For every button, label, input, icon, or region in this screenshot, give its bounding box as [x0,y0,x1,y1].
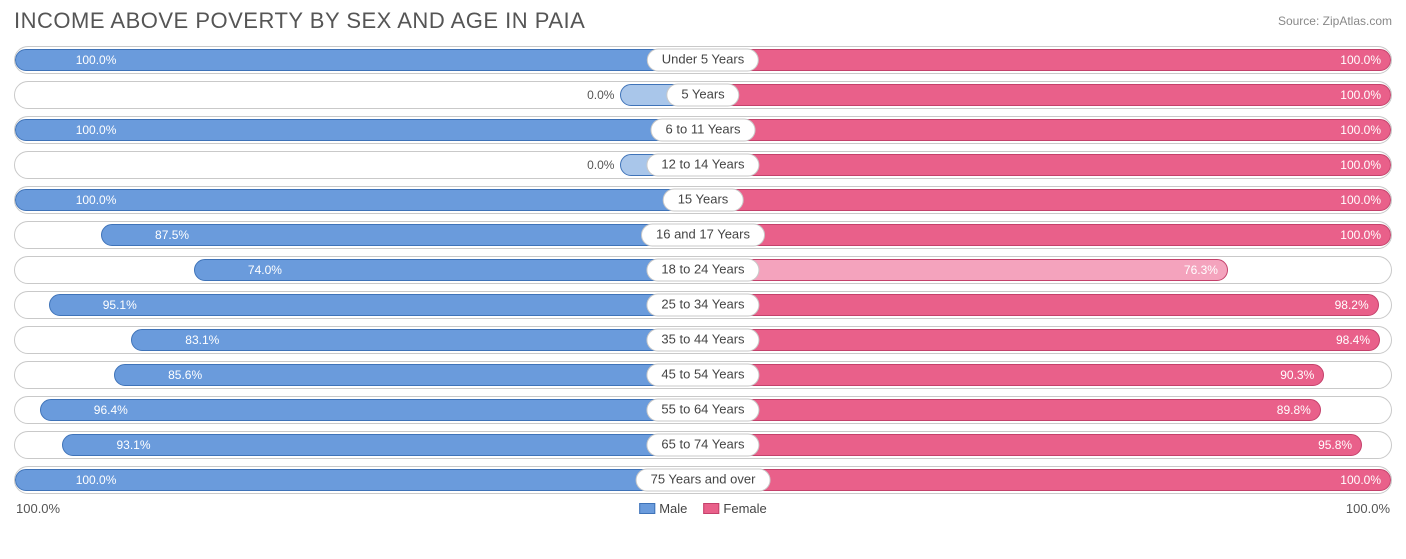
female-value-label: 95.8% [1318,438,1362,452]
female-bar [703,434,1362,456]
diverging-bar-chart: 100.0% 100.0% Under 5 Years 0.0% 100.0% 5 Yea… [14,46,1392,494]
male-value-label: 83.1% [175,333,219,347]
female-value-label: 100.0% [1340,53,1391,67]
female-value-label: 100.0% [1340,158,1391,172]
bar-row: 100.0% 100.0% 15 Years [14,186,1392,214]
bar-row: 83.1% 98.4% 35 to 44 Years [14,326,1392,354]
female-bar [703,259,1228,281]
age-group-label: 55 to 64 Years [646,399,759,422]
legend-female: Female [703,501,766,516]
age-group-label: Under 5 Years [647,49,759,72]
male-value-label: 100.0% [66,123,117,137]
female-value-label: 100.0% [1340,473,1391,487]
bar-row: 0.0% 100.0% 12 to 14 Years [14,151,1392,179]
age-group-label: 18 to 24 Years [646,259,759,282]
male-value-label: 87.5% [145,228,189,242]
age-group-label: 5 Years [666,84,739,107]
female-swatch-icon [703,503,719,514]
bar-row: 96.4% 89.8% 55 to 64 Years [14,396,1392,424]
age-group-label: 35 to 44 Years [646,329,759,352]
age-group-label: 45 to 54 Years [646,364,759,387]
chart-source: Source: ZipAtlas.com [1278,14,1392,28]
legend-male: Male [639,501,687,516]
female-bar [703,154,1391,176]
male-bar [15,49,703,71]
male-bar [15,189,703,211]
age-group-label: 15 Years [663,189,744,212]
female-bar [703,224,1391,246]
bar-row: 0.0% 100.0% 5 Years [14,81,1392,109]
male-value-label: 0.0% [587,158,620,172]
bar-row: 93.1% 95.8% 65 to 74 Years [14,431,1392,459]
age-group-label: 75 Years and over [636,469,771,492]
female-value-label: 76.3% [1184,263,1228,277]
axis-right-label: 100.0% [1346,501,1390,516]
female-bar [703,399,1321,421]
female-value-label: 100.0% [1340,123,1391,137]
female-bar [703,364,1324,386]
x-axis: 100.0% Male Female 100.0% [14,501,1392,516]
legend-female-label: Female [723,501,766,516]
bar-row: 95.1% 98.2% 25 to 34 Years [14,291,1392,319]
chart-header: INCOME ABOVE POVERTY BY SEX AND AGE IN P… [14,8,1392,34]
male-value-label: 100.0% [66,193,117,207]
female-bar [703,119,1391,141]
male-value-label: 100.0% [66,53,117,67]
female-value-label: 98.2% [1335,298,1379,312]
bar-row: 100.0% 100.0% 75 Years and over [14,466,1392,494]
chart-title: INCOME ABOVE POVERTY BY SEX AND AGE IN P… [14,8,585,34]
bar-row: 87.5% 100.0% 16 and 17 Years [14,221,1392,249]
male-bar [40,399,703,421]
female-bar [703,469,1391,491]
male-bar [15,119,703,141]
female-bar [703,84,1391,106]
legend-male-label: Male [659,501,687,516]
female-value-label: 100.0% [1340,193,1391,207]
male-value-label: 0.0% [587,88,620,102]
female-value-label: 100.0% [1340,88,1391,102]
male-bar [114,364,703,386]
male-value-label: 93.1% [107,438,151,452]
bar-row: 100.0% 100.0% Under 5 Years [14,46,1392,74]
bar-row: 74.0% 76.3% 18 to 24 Years [14,256,1392,284]
female-value-label: 98.4% [1336,333,1380,347]
axis-left-label: 100.0% [16,501,60,516]
male-value-label: 95.1% [93,298,137,312]
male-value-label: 85.6% [158,368,202,382]
male-swatch-icon [639,503,655,514]
female-bar [703,189,1391,211]
age-group-label: 6 to 11 Years [651,119,756,142]
bar-row: 85.6% 90.3% 45 to 54 Years [14,361,1392,389]
female-value-label: 100.0% [1340,228,1391,242]
age-group-label: 16 and 17 Years [641,224,765,247]
female-bar [703,49,1391,71]
male-bar [101,224,703,246]
age-group-label: 25 to 34 Years [646,294,759,317]
male-value-label: 74.0% [238,263,282,277]
age-group-label: 65 to 74 Years [646,434,759,457]
legend: Male Female [639,501,767,516]
female-value-label: 90.3% [1280,368,1324,382]
male-value-label: 96.4% [84,403,128,417]
female-bar [703,294,1379,316]
female-bar [703,329,1380,351]
male-bar [62,434,703,456]
male-bar [49,294,703,316]
male-value-label: 100.0% [66,473,117,487]
male-bar [15,469,703,491]
bar-row: 100.0% 100.0% 6 to 11 Years [14,116,1392,144]
age-group-label: 12 to 14 Years [646,154,759,177]
female-value-label: 89.8% [1277,403,1321,417]
